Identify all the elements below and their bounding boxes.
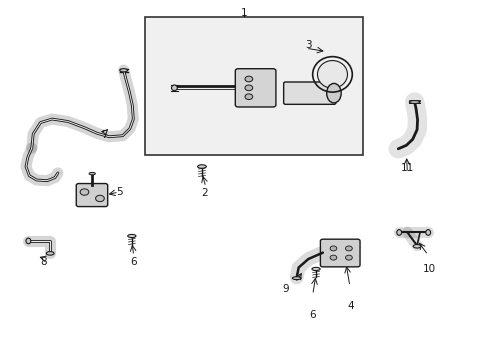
Circle shape — [244, 85, 252, 91]
Circle shape — [244, 94, 252, 100]
Text: 2: 2 — [201, 189, 208, 198]
Ellipse shape — [408, 100, 419, 103]
Text: 5: 5 — [116, 188, 123, 197]
Text: 8: 8 — [41, 257, 47, 267]
Ellipse shape — [46, 252, 54, 255]
Text: 1: 1 — [241, 8, 247, 18]
Circle shape — [244, 76, 252, 82]
Text: 6: 6 — [308, 310, 315, 320]
Text: 9: 9 — [282, 284, 288, 294]
Text: 11: 11 — [401, 163, 414, 172]
Ellipse shape — [89, 172, 95, 175]
Text: 3: 3 — [305, 40, 311, 50]
Text: 7: 7 — [101, 130, 107, 140]
Circle shape — [80, 189, 89, 195]
Circle shape — [345, 246, 351, 251]
FancyBboxPatch shape — [76, 184, 107, 207]
FancyBboxPatch shape — [283, 82, 335, 104]
Bar — [145, 17, 362, 155]
Ellipse shape — [311, 267, 320, 271]
Text: 6: 6 — [130, 257, 136, 267]
Circle shape — [329, 255, 336, 260]
FancyBboxPatch shape — [320, 239, 359, 267]
Ellipse shape — [326, 84, 341, 103]
Circle shape — [95, 195, 104, 202]
Ellipse shape — [292, 277, 301, 280]
Ellipse shape — [317, 60, 347, 88]
Ellipse shape — [26, 238, 31, 244]
Ellipse shape — [120, 69, 127, 72]
FancyBboxPatch shape — [235, 69, 275, 107]
Circle shape — [329, 246, 336, 251]
Ellipse shape — [197, 165, 206, 168]
Circle shape — [345, 255, 351, 260]
Ellipse shape — [425, 230, 430, 235]
Ellipse shape — [127, 234, 136, 238]
Ellipse shape — [171, 85, 177, 91]
Text: 10: 10 — [422, 264, 435, 274]
Ellipse shape — [412, 244, 420, 248]
Ellipse shape — [396, 230, 401, 235]
Text: 4: 4 — [347, 301, 353, 311]
